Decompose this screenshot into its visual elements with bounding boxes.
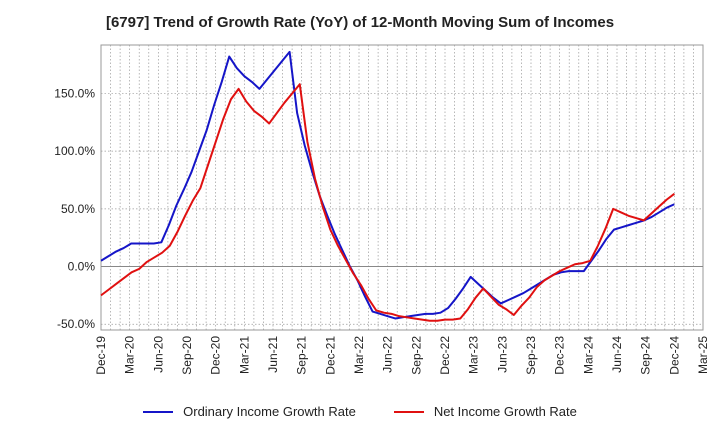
- legend-label-ordinary: Ordinary Income Growth Rate: [183, 404, 356, 419]
- x-tick-label: Sep-24: [639, 336, 653, 375]
- x-tick-label: Mar-23: [467, 336, 481, 374]
- x-tick-label: Sep-20: [180, 336, 194, 375]
- legend-swatch-ordinary: [143, 410, 174, 413]
- y-tick-label: 50.0%: [61, 202, 95, 216]
- x-tick-label: Dec-19: [94, 336, 108, 375]
- chart-title: [6797] Trend of Growth Rate (YoY) of 12-…: [105, 14, 615, 31]
- legend-item-net: Net Income Growth Rate: [393, 404, 577, 419]
- x-tick-label: Jun-23: [495, 336, 509, 373]
- x-tick-label: Dec-24: [667, 336, 681, 375]
- x-tick-label: Dec-22: [438, 336, 452, 375]
- x-tick-label: Mar-20: [123, 336, 137, 374]
- x-tick-label: Mar-24: [581, 336, 595, 374]
- x-tick-label: Jun-22: [381, 336, 395, 373]
- series-layer: [100, 50, 675, 322]
- y-tick-label: 0.0%: [68, 260, 96, 274]
- x-tick-label: Jun-21: [266, 336, 280, 373]
- x-tick-label: Jun-24: [610, 336, 624, 373]
- legend-swatch-net: [393, 410, 424, 413]
- x-tick-label: Mar-25: [696, 336, 710, 374]
- y-tick-label: -50.0%: [57, 317, 95, 331]
- y-tick-label: 150.0%: [54, 86, 95, 100]
- x-tick-label: Sep-21: [295, 336, 309, 375]
- legend-item-ordinary: Ordinary Income Growth Rate: [143, 404, 356, 419]
- x-tick-label: Sep-23: [524, 336, 538, 375]
- x-tick-label: Dec-20: [209, 336, 223, 375]
- series-line-net-income: [100, 83, 675, 322]
- plot-area: [100, 44, 704, 331]
- y-tick-label: 100.0%: [54, 144, 95, 158]
- x-tick-label: Dec-21: [323, 336, 337, 375]
- legend-label-net: Net Income Growth Rate: [433, 404, 577, 419]
- x-tick-label: Mar-22: [352, 336, 366, 374]
- series-line-ordinary-income: [100, 50, 675, 320]
- x-tick-label: Dec-23: [553, 336, 567, 375]
- grid: [101, 45, 703, 330]
- axes: -50.0% 0.0% 50.0% 100.0% 150.0% Dec-19 Mar-20 J…: [54, 86, 710, 374]
- x-tick-label: Jun-20: [151, 336, 165, 373]
- x-tick-label: Mar-21: [237, 336, 251, 374]
- x-tick-label: Sep-22: [409, 336, 423, 375]
- legend: Ordinary Income Growth Rate Net Income G…: [0, 404, 720, 419]
